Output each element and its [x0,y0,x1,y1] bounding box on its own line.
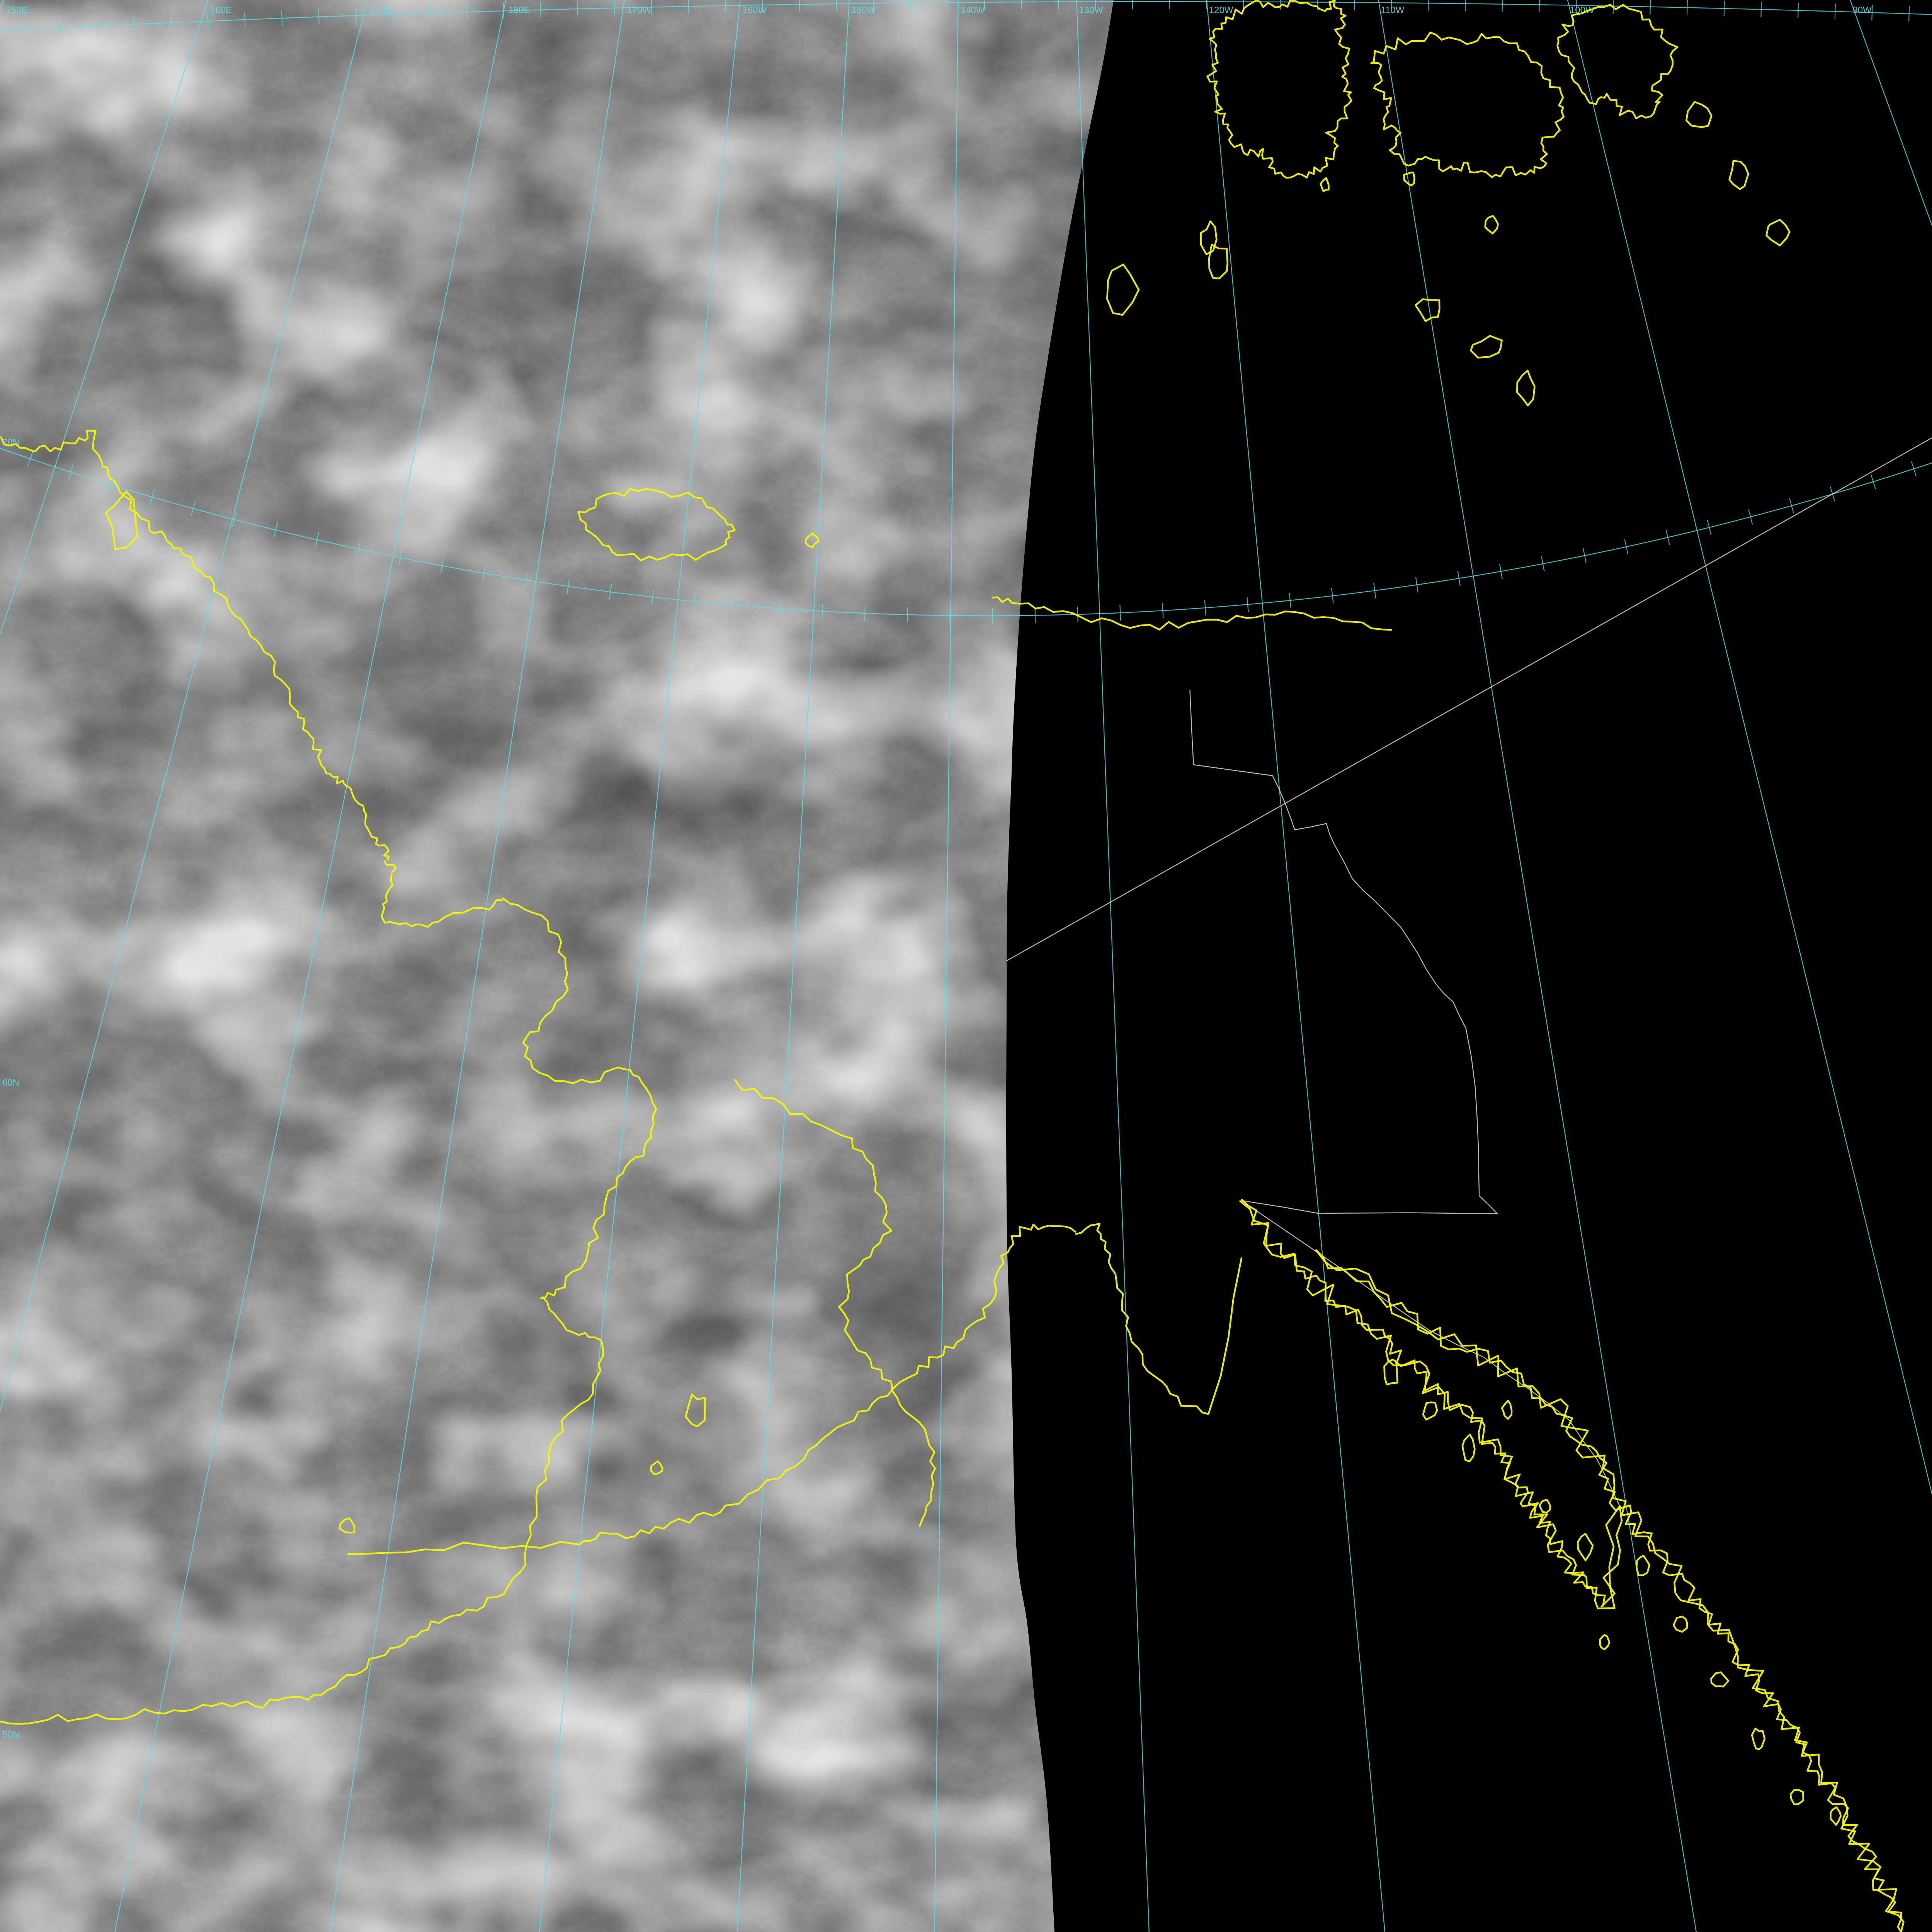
svg-text:160E: 160E [210,5,232,15]
svg-text:60N: 60N [2,1078,19,1088]
svg-text:180E: 180E [508,5,530,15]
svg-text:110W: 110W [1381,5,1405,15]
svg-text:170W: 170W [627,5,651,15]
svg-text:90W: 90W [1852,5,1872,15]
svg-text:50N: 50N [2,1730,19,1740]
svg-text:130W: 130W [1079,5,1103,15]
svg-text:120W: 120W [1209,5,1233,15]
svg-text:150W: 150W [852,5,876,15]
svg-text:140W: 140W [961,5,985,15]
svg-text:150E: 150E [6,5,28,15]
svg-text:170E: 170E [370,5,391,15]
svg-text:160W: 160W [743,5,767,15]
